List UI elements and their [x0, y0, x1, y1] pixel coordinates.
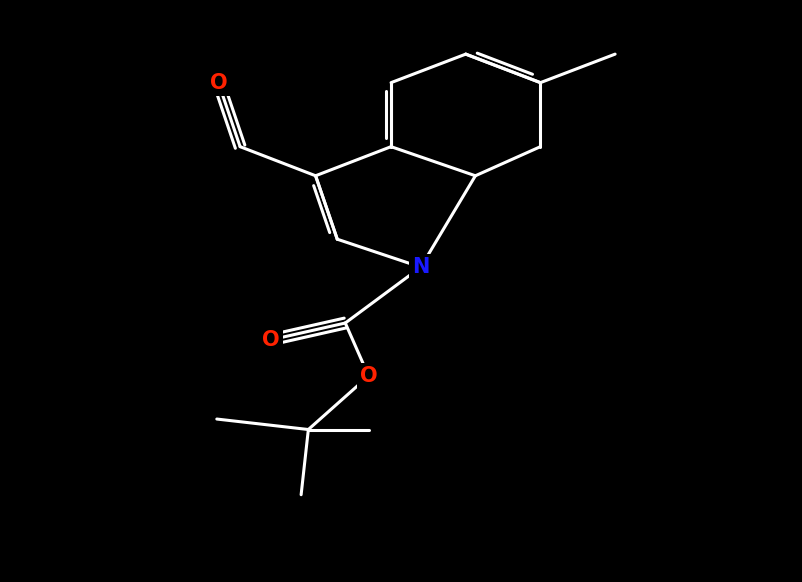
Text: N: N	[411, 257, 429, 277]
Text: O: O	[261, 330, 279, 350]
Text: O: O	[209, 73, 227, 93]
Text: O: O	[359, 366, 377, 386]
